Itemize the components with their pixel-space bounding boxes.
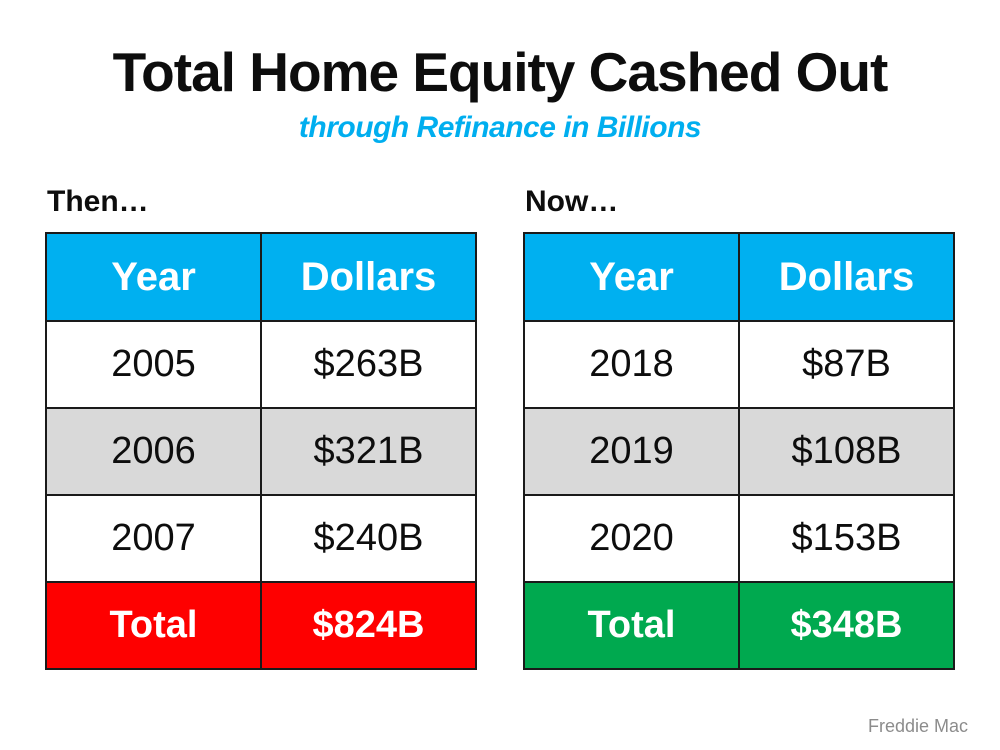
then-year-2006: 2006 [45, 407, 262, 496]
then-total-row: Total $824B [45, 581, 477, 670]
then-col-dollars: Dollars [260, 232, 477, 322]
now-table: Year Dollars 2018 $87B 2019 $108B 2020 [523, 232, 955, 670]
now-header-row: Year Dollars [523, 232, 955, 322]
now-section: Now… Year Dollars 2018 $87B 2019 $108B [523, 185, 955, 670]
now-label: Now… [525, 185, 619, 218]
then-year-2005: 2005 [45, 320, 262, 409]
now-col-year: Year [523, 232, 740, 322]
now-dollars-2019: $108B [738, 407, 955, 496]
then-section: Then… Year Dollars 2005 $263B 2006 $321 [45, 185, 477, 670]
slide-subtitle: through Refinance in Billions [298, 110, 702, 144]
then-total-label: Total [45, 581, 262, 670]
now-col-dollars: Dollars [738, 232, 955, 322]
now-dollars-2018: $87B [738, 320, 955, 409]
tables-container: Then… Year Dollars 2005 $263B 2006 $321 [45, 185, 955, 670]
table-row: 2005 $263B [45, 320, 477, 409]
table-row: 2020 $153B [523, 494, 955, 583]
then-header-row: Year Dollars [45, 232, 477, 322]
table-row: 2018 $87B [523, 320, 955, 409]
then-dollars-2005: $263B [260, 320, 477, 409]
table-row: 2006 $321B [45, 407, 477, 496]
then-dollars-2006: $321B [260, 407, 477, 496]
table-row: 2007 $240B [45, 494, 477, 583]
now-total-label: Total [523, 581, 740, 670]
now-dollars-2020: $153B [738, 494, 955, 583]
then-total-value: $824B [260, 581, 477, 670]
table-row: 2019 $108B [523, 407, 955, 496]
then-table: Year Dollars 2005 $263B 2006 $321B 2007 [45, 232, 477, 670]
now-year-2019: 2019 [523, 407, 740, 496]
source-attribution: Freddie Mac [867, 716, 968, 736]
slide-title: Total Home Equity Cashed Out [112, 41, 889, 103]
then-year-2007: 2007 [45, 494, 262, 583]
now-year-2018: 2018 [523, 320, 740, 409]
now-year-2020: 2020 [523, 494, 740, 583]
then-label: Then… [47, 185, 149, 218]
then-dollars-2007: $240B [260, 494, 477, 583]
now-total-value: $348B [738, 581, 955, 670]
now-total-row: Total $348B [523, 581, 955, 670]
then-col-year: Year [45, 232, 262, 322]
